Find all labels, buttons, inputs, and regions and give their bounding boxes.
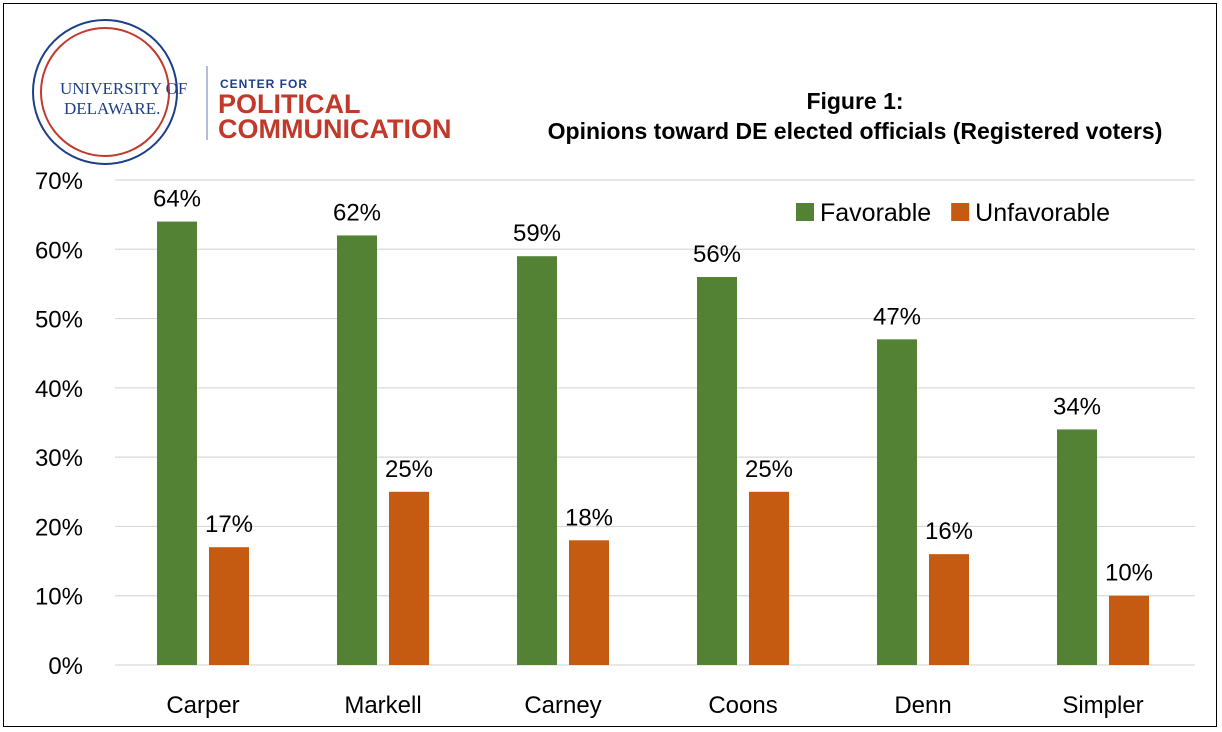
legend-label-unfavorable: Unfavorable	[975, 199, 1110, 227]
data-label-unfavorable-markell: 25%	[385, 456, 433, 483]
y-tick-label: 60%	[35, 237, 83, 264]
bars	[157, 222, 1149, 665]
data-label-unfavorable-denn: 16%	[925, 518, 973, 545]
bar-favorable-carney	[517, 256, 557, 665]
y-tick-label: 0%	[48, 653, 83, 680]
x-axis-categories: Carper Markell Carney Coons Denn Simpler	[166, 692, 1143, 719]
legend-swatch-favorable	[796, 203, 814, 221]
bar-favorable-carper	[157, 222, 197, 665]
grid-layer	[115, 180, 1195, 665]
data-label-favorable-carper: 64%	[153, 186, 201, 213]
data-label-unfavorable-carper: 17%	[205, 511, 253, 538]
bar-favorable-markell	[337, 235, 377, 665]
data-label-favorable-carney: 59%	[513, 220, 561, 247]
data-label-unfavorable-coons: 25%	[745, 456, 793, 483]
bar-unfavorable-carper	[209, 547, 249, 665]
category-label-carney: Carney	[524, 692, 601, 719]
y-tick-label: 70%	[35, 168, 83, 195]
data-label-unfavorable-simpler: 10%	[1105, 560, 1153, 587]
y-tick-label: 50%	[35, 307, 83, 334]
category-label-denn: Denn	[894, 692, 951, 719]
data-label-unfavorable-carney: 18%	[565, 504, 613, 531]
bar-favorable-simpler	[1057, 429, 1097, 665]
legend: Favorable Unfavorable	[796, 199, 1110, 227]
y-axis-ticks: 0% 10% 20% 30% 40% 50% 60% 70%	[35, 168, 83, 680]
data-label-favorable-denn: 47%	[873, 303, 921, 330]
data-label-favorable-simpler: 34%	[1053, 393, 1101, 420]
category-label-coons: Coons	[708, 692, 777, 719]
bar-unfavorable-carney	[569, 540, 609, 665]
y-tick-label: 30%	[35, 445, 83, 472]
category-label-markell: Markell	[344, 692, 421, 719]
y-tick-label: 10%	[35, 584, 83, 611]
category-label-carper: Carper	[166, 692, 239, 719]
bar-unfavorable-denn	[929, 554, 969, 665]
bar-unfavorable-markell	[389, 492, 429, 665]
bar-unfavorable-simpler	[1109, 596, 1149, 665]
bar-favorable-denn	[877, 339, 917, 665]
bar-favorable-coons	[697, 277, 737, 665]
category-label-simpler: Simpler	[1062, 692, 1143, 719]
y-tick-label: 20%	[35, 514, 83, 541]
legend-label-favorable: Favorable	[820, 199, 931, 227]
y-tick-label: 40%	[35, 376, 83, 403]
legend-swatch-unfavorable	[951, 203, 969, 221]
bar-unfavorable-coons	[749, 492, 789, 665]
data-label-favorable-markell: 62%	[333, 199, 381, 226]
data-label-favorable-coons: 56%	[693, 241, 741, 268]
